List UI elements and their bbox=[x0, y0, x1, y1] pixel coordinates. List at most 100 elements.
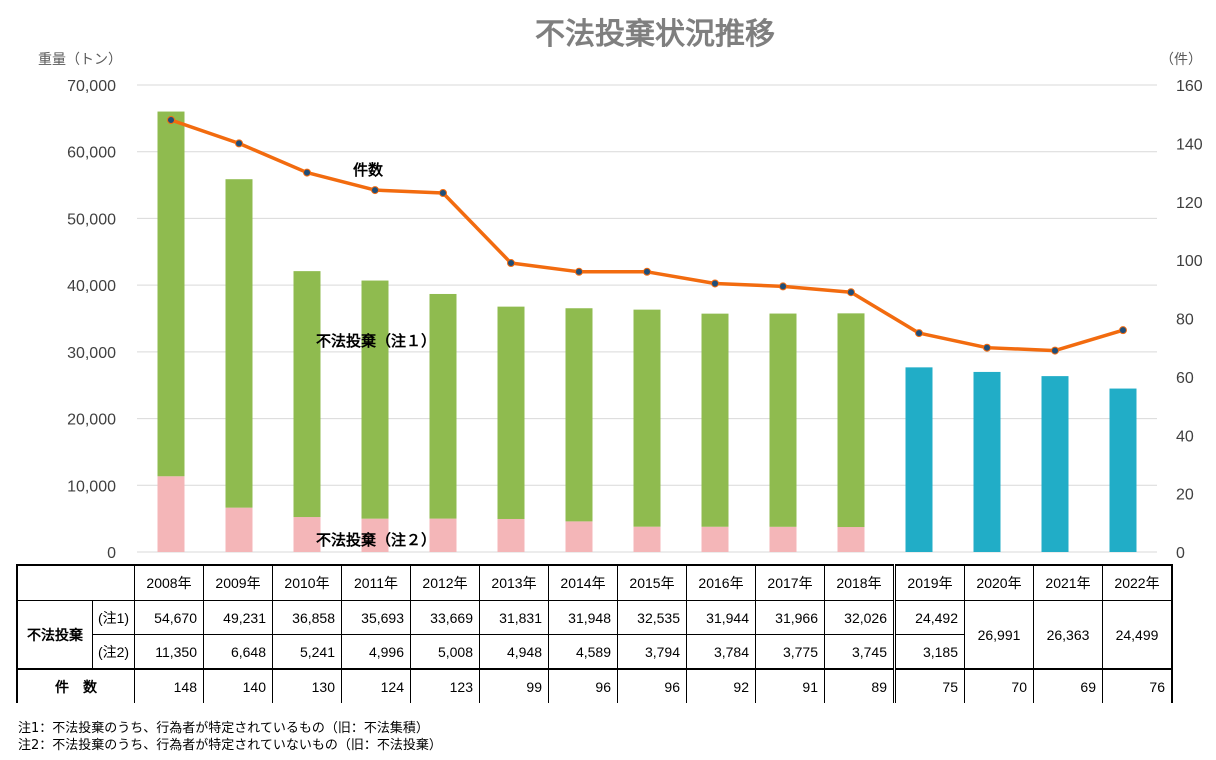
right-tick-label: 60 bbox=[1176, 370, 1194, 387]
count-point bbox=[915, 329, 923, 338]
bar-note1 bbox=[293, 271, 321, 518]
note2-value-cell: 3,794 bbox=[617, 634, 687, 670]
year-header-cell: 2017年 bbox=[755, 564, 825, 601]
right-tick-label: 100 bbox=[1176, 253, 1203, 270]
note2-value-cell: 3,775 bbox=[755, 634, 825, 670]
year-header-cell: 2010年 bbox=[272, 564, 342, 601]
right-tick-label: 20 bbox=[1176, 487, 1194, 504]
note1-value-cell: 54,670 bbox=[134, 600, 204, 635]
count-point bbox=[1119, 326, 1127, 335]
bar-note1 bbox=[565, 308, 593, 522]
data-table: 2008年 2009年 2010年 2011年 2012年 2013年 2014年 2015年… bbox=[16, 564, 1173, 703]
count-point bbox=[847, 288, 855, 297]
year-header-cell: 2014年 bbox=[548, 564, 618, 601]
table-row-note2: (注2) 11,350 6,648 5,241 4,996 5,008 4,948 4,58… bbox=[17, 634, 1172, 670]
note1-value-cell: 31,944 bbox=[686, 600, 756, 635]
note2-value-cell: 5,241 bbox=[272, 634, 342, 670]
count-point bbox=[711, 279, 719, 288]
bar-note1 bbox=[633, 309, 661, 527]
bar-note1 bbox=[701, 313, 729, 527]
count-point bbox=[507, 259, 515, 268]
note1-value-cell: 24,492 bbox=[893, 600, 965, 635]
count-point bbox=[1051, 346, 1059, 355]
right-tick-label: 80 bbox=[1176, 312, 1194, 329]
left-tick-label: 10,000 bbox=[67, 478, 116, 495]
row-label-note1: (注1) bbox=[92, 600, 135, 635]
count-value-cell: 148 bbox=[134, 668, 204, 703]
right-axis-ticks: 0 20 40 60 80 100 120 140 160 bbox=[1176, 78, 1203, 560]
bars bbox=[157, 111, 1137, 552]
count-point bbox=[779, 282, 787, 291]
left-axis-label: 重量（トン） bbox=[38, 52, 122, 68]
year-header-cell: 2008年 bbox=[134, 564, 204, 601]
left-tick-label: 40,000 bbox=[67, 278, 116, 295]
left-tick-label: 30,000 bbox=[67, 345, 116, 362]
right-axis-label: （件） bbox=[1160, 52, 1202, 68]
year-header-cell: 2009年 bbox=[203, 564, 273, 601]
count-point bbox=[371, 186, 379, 195]
bar-note2 bbox=[497, 518, 525, 552]
annotation-count: 件数 bbox=[353, 161, 384, 179]
note2-value-cell: 3,745 bbox=[824, 634, 895, 670]
count-value-cell: 89 bbox=[824, 668, 895, 703]
year-header-cell: 2013年 bbox=[479, 564, 549, 601]
note1-value-cell: 31,966 bbox=[755, 600, 825, 635]
footnote-1: 注1：不法投棄のうち、行為者が特定されているもの（旧：不法集積） bbox=[18, 721, 429, 736]
bar-note1 bbox=[769, 313, 797, 527]
count-value-cell: 76 bbox=[1102, 668, 1173, 703]
row-label-count: 件 数 bbox=[16, 668, 135, 703]
bar-note2 bbox=[429, 518, 457, 552]
right-tick-label: 120 bbox=[1176, 195, 1203, 212]
right-tick-label: 160 bbox=[1176, 78, 1203, 95]
bar-note1 bbox=[497, 306, 525, 519]
count-value-cell: 140 bbox=[203, 668, 273, 703]
count-value-cell: 99 bbox=[479, 668, 549, 703]
note2-value-cell: 5,008 bbox=[410, 634, 480, 670]
note1-value-cell: 31,948 bbox=[548, 600, 618, 635]
table-corner-cell bbox=[16, 564, 135, 601]
bar-note1 bbox=[837, 313, 865, 528]
year-header-cell: 2021年 bbox=[1033, 564, 1103, 601]
note1-value-cell: 33,669 bbox=[410, 600, 480, 635]
note1-value-cell: 31,831 bbox=[479, 600, 549, 635]
bar-total bbox=[1109, 388, 1137, 552]
bar-total bbox=[905, 367, 933, 552]
note1-value-cell: 36,858 bbox=[272, 600, 342, 635]
count-line bbox=[167, 116, 1127, 355]
bar-note2 bbox=[701, 526, 729, 552]
note1-value-cell: 49,231 bbox=[203, 600, 273, 635]
note1-value-cell: 35,693 bbox=[341, 600, 411, 635]
row-label-note2: (注2) bbox=[92, 634, 135, 670]
bar-note1 bbox=[429, 293, 457, 519]
note1-value-cell: 32,535 bbox=[617, 600, 687, 635]
bar-total bbox=[1041, 376, 1069, 552]
note2-value-cell: 6,648 bbox=[203, 634, 273, 670]
year-header-cell: 2022年 bbox=[1102, 564, 1173, 601]
left-tick-label: 70,000 bbox=[67, 78, 116, 95]
note2-value-cell: 4,589 bbox=[548, 634, 618, 670]
bar-note2 bbox=[157, 476, 185, 552]
left-tick-label: 50,000 bbox=[67, 211, 116, 228]
bar-note2 bbox=[361, 518, 389, 552]
count-value-cell: 130 bbox=[272, 668, 342, 703]
bar-note2 bbox=[769, 526, 797, 552]
count-value-cell: 124 bbox=[341, 668, 411, 703]
bar-note1 bbox=[361, 280, 389, 519]
count-point bbox=[575, 267, 583, 276]
note2-value-cell: 4,948 bbox=[479, 634, 549, 670]
left-tick-label: 60,000 bbox=[67, 145, 116, 162]
count-value-cell: 96 bbox=[548, 668, 618, 703]
year-header-cell: 2019年 bbox=[893, 564, 965, 601]
annotation-note1: 不法投棄（注１） bbox=[316, 332, 436, 350]
count-point bbox=[439, 188, 447, 197]
count-value-cell: 92 bbox=[686, 668, 756, 703]
count-value-cell: 91 bbox=[755, 668, 825, 703]
year-header-cell: 2016年 bbox=[686, 564, 756, 601]
note1-value-cell: 32,026 bbox=[824, 600, 895, 635]
note2-value-cell: 11,350 bbox=[134, 634, 204, 670]
table-row-count: 件 数 148 140 130 124 123 99 96 96 92 91 89 75 70 69 76 bbox=[16, 668, 1173, 703]
bar-note2 bbox=[837, 527, 865, 552]
merged-value-cell: 24,499 bbox=[1102, 600, 1173, 670]
count-point bbox=[983, 343, 991, 352]
year-header-cell: 2015年 bbox=[617, 564, 687, 601]
